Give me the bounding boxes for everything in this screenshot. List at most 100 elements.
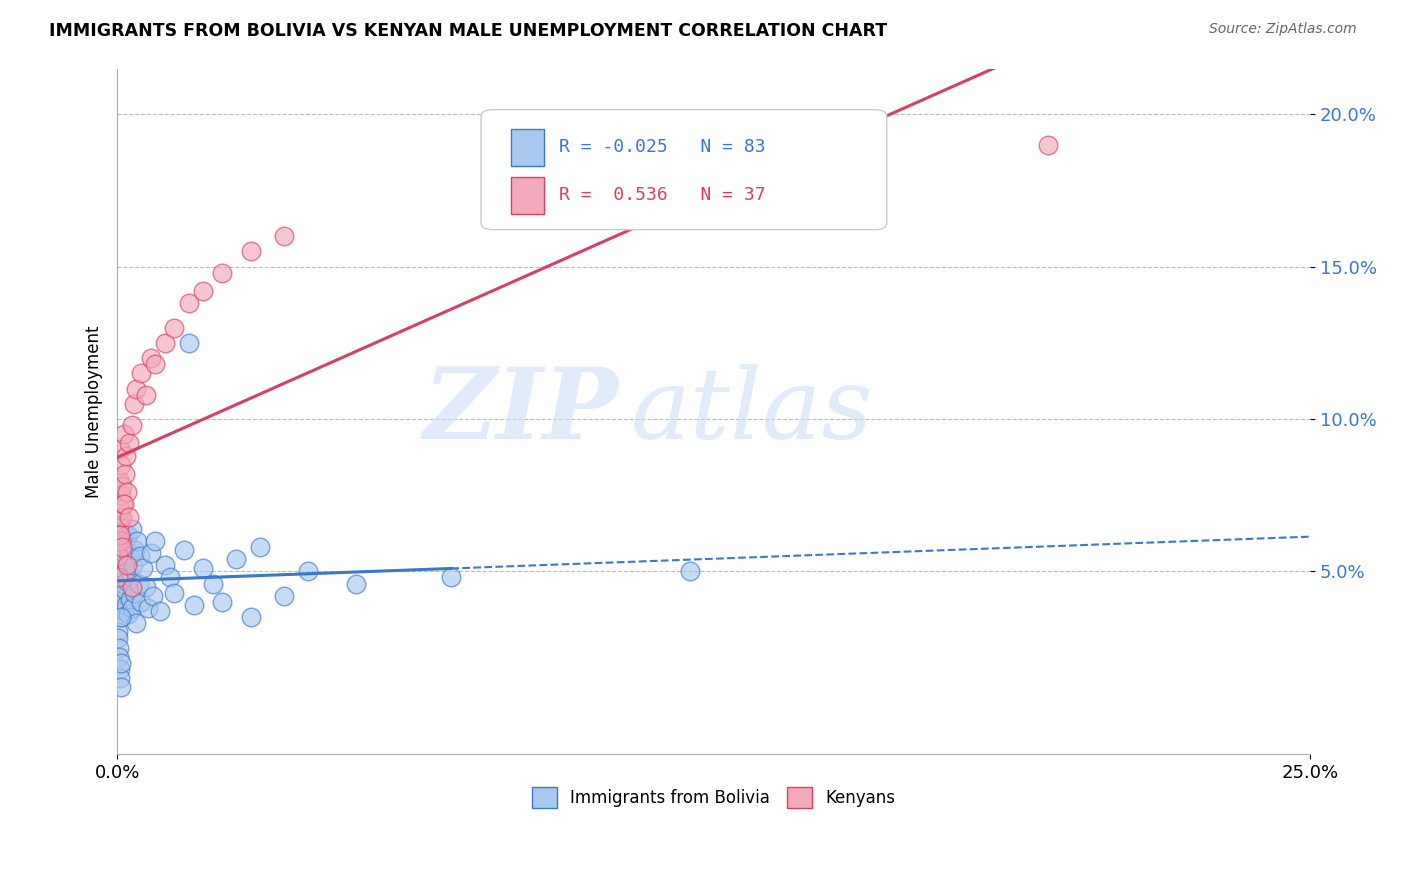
Point (136, 601, 159, 615)
Text: IMMIGRANTS FROM BOLIVIA VS KENYAN MALE UNEMPLOYMENT CORRELATION CHART: IMMIGRANTS FROM BOLIVIA VS KENYAN MALE U… (49, 22, 887, 40)
Point (110, 610, 132, 624)
Point (108, 662, 131, 676)
Point (163, 585, 186, 599)
Point (107, 533, 129, 548)
Point (239, 610, 262, 624)
Point (120, 570, 142, 584)
Point (114, 449, 136, 463)
Point (110, 533, 132, 548)
Point (112, 604, 135, 618)
Point (111, 509, 134, 524)
Point (249, 540, 271, 554)
Point (191, 561, 214, 575)
Point (129, 595, 152, 609)
Point (115, 558, 138, 573)
Point (110, 574, 132, 588)
Point (121, 522, 143, 536)
Point (108, 671, 131, 685)
Point (107, 558, 129, 573)
Point (142, 589, 165, 603)
Point (191, 284, 214, 298)
Point (114, 582, 136, 597)
Point (108, 540, 131, 554)
Point (111, 610, 134, 624)
Point (108, 503, 131, 517)
Point (110, 656, 132, 670)
Point (110, 488, 132, 502)
Point (128, 576, 150, 591)
Point (110, 518, 132, 533)
Point (115, 574, 138, 588)
Point (111, 537, 134, 551)
Point (115, 555, 138, 569)
Point (112, 558, 135, 573)
Point (107, 625, 129, 640)
Point (297, 565, 319, 579)
Point (117, 607, 139, 621)
Point (117, 528, 139, 542)
Point (679, 565, 702, 579)
Point (132, 561, 155, 575)
Point (107, 632, 129, 646)
Text: R = -0.025   N = 83: R = -0.025 N = 83 (558, 138, 765, 156)
Point (107, 640, 129, 655)
Point (118, 436, 141, 450)
Point (125, 616, 148, 631)
Point (273, 229, 295, 244)
Point (110, 567, 132, 582)
Point (111, 531, 134, 545)
Point (183, 598, 205, 612)
FancyBboxPatch shape (510, 128, 544, 166)
Point (111, 591, 134, 606)
Point (211, 595, 233, 609)
Point (1036, 137, 1059, 152)
Point (163, 320, 186, 334)
Point (111, 570, 134, 584)
Point (108, 649, 131, 664)
Point (110, 555, 132, 569)
Point (108, 580, 131, 594)
Text: ZIP: ZIP (423, 363, 619, 459)
Point (114, 467, 136, 481)
Point (112, 497, 135, 511)
Text: Source: ZipAtlas.com: Source: ZipAtlas.com (1209, 22, 1357, 37)
Point (111, 585, 134, 599)
Point (107, 570, 129, 584)
Point (153, 335, 176, 350)
Point (145, 357, 167, 371)
Point (273, 589, 295, 603)
Point (124, 543, 146, 558)
Point (122, 558, 145, 573)
FancyBboxPatch shape (510, 177, 544, 214)
Point (153, 558, 176, 573)
Point (139, 546, 162, 560)
Point (122, 397, 145, 411)
Point (114, 565, 136, 579)
Point (225, 552, 247, 566)
Point (108, 528, 131, 542)
Point (110, 458, 132, 472)
Point (135, 387, 157, 401)
Point (108, 549, 131, 563)
Point (115, 485, 138, 500)
Point (108, 518, 131, 533)
Point (344, 576, 367, 591)
Point (129, 366, 152, 380)
Point (118, 549, 141, 563)
Point (111, 497, 134, 511)
Point (107, 570, 129, 584)
Point (108, 565, 131, 579)
Point (177, 335, 200, 350)
Point (112, 576, 135, 591)
Point (145, 533, 167, 548)
Point (110, 549, 132, 563)
Point (111, 552, 134, 566)
Point (149, 604, 172, 618)
Point (107, 549, 129, 563)
Point (159, 570, 181, 584)
Point (112, 524, 135, 539)
Point (124, 585, 146, 599)
Point (121, 580, 143, 594)
Point (125, 382, 148, 396)
Point (118, 509, 141, 524)
